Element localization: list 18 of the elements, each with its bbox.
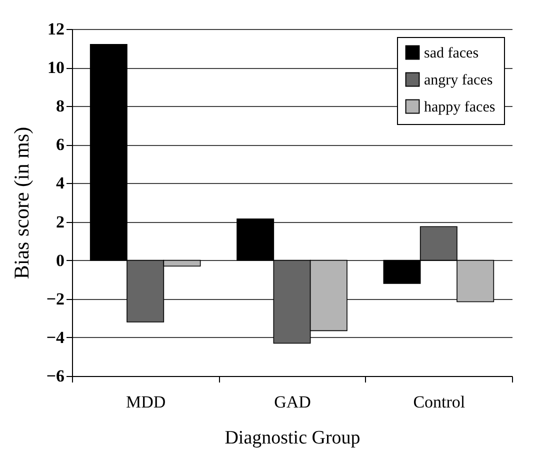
y-tick-label: −6 [46, 366, 64, 386]
y-tick-label: 4 [56, 174, 65, 193]
y-tick-label: 10 [48, 58, 64, 78]
x-tick-label: MDD [126, 392, 166, 412]
y-tick-label: 0 [56, 250, 64, 270]
y-tick-label: 2 [56, 212, 64, 232]
y-tick-label: 8 [56, 96, 64, 116]
x-tick-label: GAD [274, 392, 311, 412]
y-tick-label: 6 [56, 135, 64, 154]
x-tick-label: Control [413, 392, 466, 412]
y-tick-label: −2 [46, 289, 64, 308]
legend-label: happy faces [424, 100, 496, 116]
legend-label: angry faces [424, 72, 493, 88]
legend-label: sad faces [424, 46, 479, 62]
y-tick-label: −4 [46, 328, 65, 347]
y-tick-label: 12 [48, 20, 64, 38]
y-axis-title: Bias score (in ms) [9, 126, 34, 280]
x-axis-title: Diagnostic Group [224, 428, 360, 448]
